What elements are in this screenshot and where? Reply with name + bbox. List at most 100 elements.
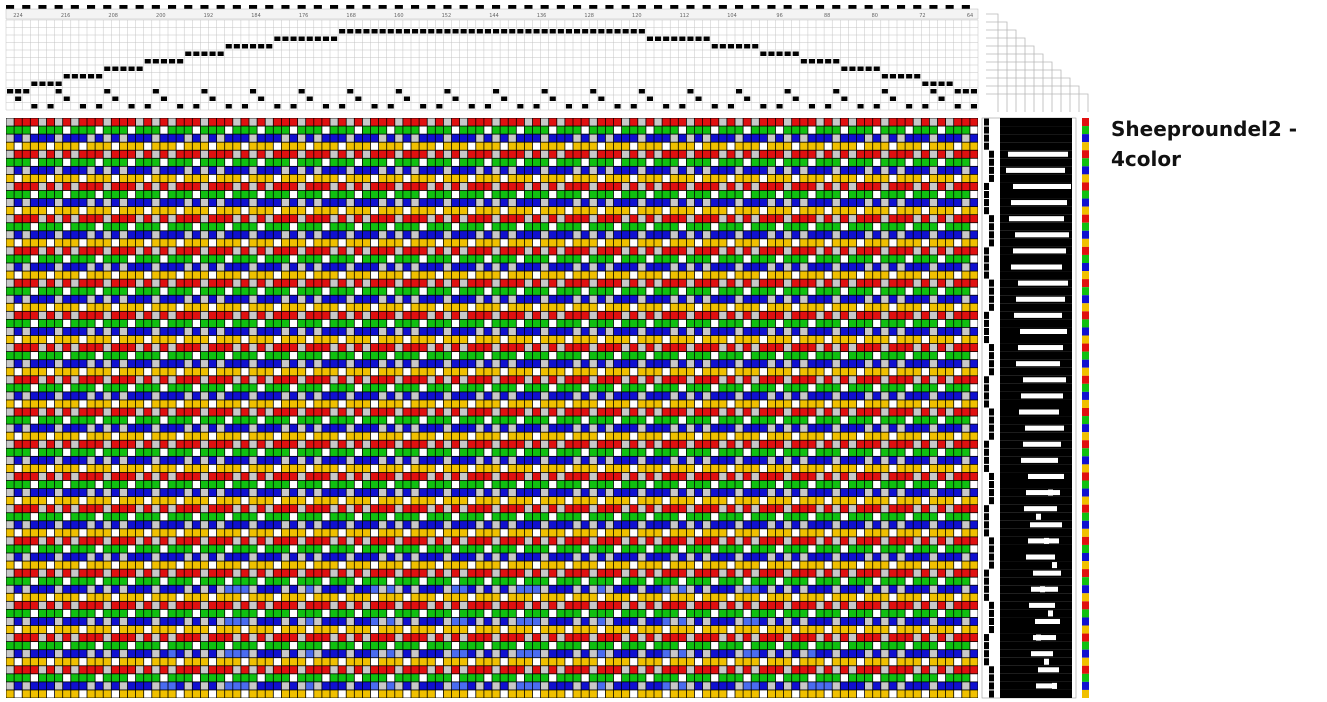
drawdown-cell	[289, 198, 298, 207]
drawdown-cell	[387, 198, 395, 207]
drawdown-cell	[573, 174, 581, 183]
drawdown-cell	[532, 416, 541, 424]
drawdown-cell	[241, 311, 249, 319]
drawdown-cell	[865, 408, 873, 416]
drawdown-cell	[136, 287, 144, 295]
drawdown-cell	[775, 392, 784, 400]
drawdown-cell	[589, 263, 597, 271]
drawdown-cell	[387, 295, 395, 303]
drawdown-cell	[387, 150, 395, 158]
drawdown-cell	[451, 279, 460, 287]
drawdown-cell	[127, 303, 136, 311]
drawdown-cell	[881, 408, 889, 416]
drawdown-cell	[654, 416, 662, 424]
drawdown-cell	[136, 150, 144, 158]
drawdown-cell	[30, 166, 38, 174]
drawdown-cell	[184, 335, 192, 344]
drawdown-cell	[79, 271, 87, 279]
drawdown-cell	[541, 295, 549, 303]
drawdown-cell	[192, 150, 200, 158]
drawdown-cell	[630, 166, 638, 174]
drawdown-cell	[55, 126, 63, 134]
drawdown-cell	[589, 118, 597, 126]
drawdown-cell	[678, 255, 686, 263]
drawdown-cell	[929, 215, 938, 223]
drawdown-cell	[419, 311, 427, 319]
drawdown-cell	[6, 376, 14, 384]
drawdown-cell	[775, 287, 784, 295]
drawdown-cell	[565, 416, 573, 424]
drawdown-cell	[881, 158, 889, 166]
drawdown-cell	[573, 392, 581, 400]
drawdown-cell	[362, 223, 371, 231]
drawdown-cell	[192, 198, 200, 207]
drawdown-cell	[905, 158, 913, 166]
drawdown-cell	[14, 335, 22, 344]
drawdown-cell	[962, 368, 970, 376]
drawdown	[6, 118, 978, 698]
drawdown-cell	[524, 263, 533, 271]
threading-tick-label: 168	[346, 13, 356, 19]
drawdown-cell	[881, 279, 889, 287]
drawdown-cell	[832, 247, 840, 255]
drawdown-cell	[905, 190, 913, 199]
drawdown-cell	[597, 327, 605, 336]
drawdown-cell	[694, 118, 703, 126]
drawdown-cell	[217, 432, 225, 440]
drawdown-cell	[743, 287, 751, 295]
drawdown-cell	[727, 134, 735, 142]
threading-mark	[412, 29, 419, 34]
drawdown-cell	[354, 424, 362, 432]
drawdown-cell	[775, 150, 784, 158]
drawdown-cell	[30, 376, 38, 384]
threading-mark	[104, 89, 111, 94]
drawdown-cell	[711, 416, 719, 424]
drawdown-cell	[832, 126, 840, 134]
drawdown-cell	[808, 247, 816, 255]
drawdown-cell	[71, 190, 79, 199]
drawdown-cell	[954, 279, 962, 287]
drawdown-cell	[524, 408, 533, 416]
drawdown-cell	[160, 207, 168, 215]
drawdown-cell	[257, 126, 265, 134]
drawdown-cell	[784, 400, 792, 408]
drawdown-cell	[387, 408, 395, 416]
drawdown-cell	[516, 118, 524, 126]
drawdown-cell	[735, 384, 743, 392]
drawdown-cell	[476, 166, 484, 174]
drawdown-cell	[127, 263, 136, 271]
drawdown-cell	[524, 384, 533, 392]
threading-mark	[201, 51, 208, 56]
drawdown-cell	[176, 223, 184, 231]
drawdown-cell	[30, 392, 38, 400]
drawdown-cell	[144, 158, 152, 166]
drawdown-cell	[38, 319, 47, 328]
drawdown-cell	[743, 142, 751, 150]
drawdown-cell	[970, 352, 978, 360]
drawdown-cell	[703, 279, 711, 287]
threading-mark	[160, 59, 167, 64]
drawdown-cell	[694, 231, 703, 239]
drawdown-cell	[443, 319, 452, 328]
drawdown-cell	[751, 384, 759, 392]
drawdown-cell	[686, 118, 695, 126]
drawdown-cell	[460, 223, 468, 231]
drawdown-cell	[775, 384, 784, 392]
drawdown-cell	[330, 287, 338, 295]
drawdown-cell	[55, 368, 63, 376]
threading-mark	[808, 104, 815, 109]
drawdown-cell	[848, 368, 857, 376]
drawdown-cell	[613, 335, 622, 344]
drawdown-cell	[338, 182, 346, 191]
drawdown-cell	[549, 198, 557, 207]
drawdown-cell	[759, 215, 767, 223]
drawdown-cell	[387, 166, 395, 174]
drawdown-cell	[735, 215, 743, 223]
drawdown-cell	[103, 255, 111, 263]
drawdown-cell	[322, 150, 330, 158]
drawdown-cell	[937, 174, 946, 183]
drawdown-cell	[792, 360, 800, 368]
drawdown-cell	[241, 343, 249, 352]
drawdown-cell	[111, 327, 119, 336]
drawdown-cell	[573, 198, 581, 207]
